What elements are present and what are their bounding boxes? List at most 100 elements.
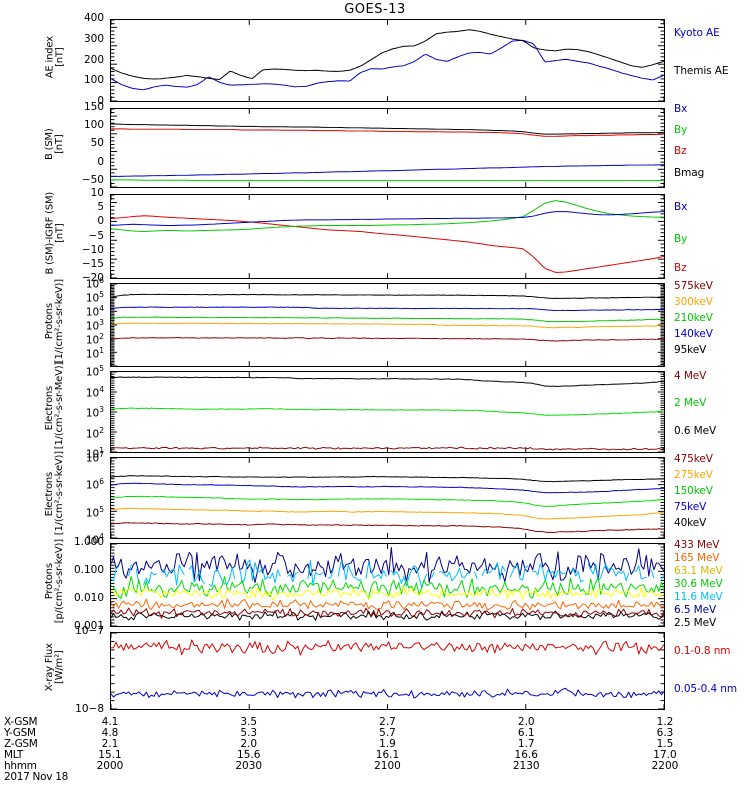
series-95kev <box>111 293 664 300</box>
legend-item-75kev: 75keV <box>674 501 707 513</box>
ytick-label: 102 <box>85 425 104 441</box>
legend-item-95kev: 95keV <box>674 344 707 356</box>
ytick-label: 101 <box>85 346 104 361</box>
ytick-label: 107 <box>85 450 104 465</box>
ytick-label: 106 <box>85 276 104 291</box>
ylabel-electrons-kev: Electrons [1/(cm²-s-sr-keV)] <box>43 451 65 536</box>
series-themis-ae <box>111 29 664 80</box>
ytick-label: 10−7 <box>75 625 104 637</box>
ytick-label: 10−8 <box>75 703 104 715</box>
ytick-label: 100 <box>83 74 104 87</box>
footer-value: 6.3 <box>656 727 674 739</box>
series-bx <box>111 211 664 226</box>
footer-value: 2.1 <box>101 738 119 750</box>
panel-xray-flux <box>110 632 665 710</box>
ytick-label: 0.010 <box>73 592 104 604</box>
ytick-label: −50 <box>81 173 104 186</box>
ytick-label: 104 <box>85 384 104 400</box>
series-575kev <box>111 337 664 342</box>
series-40kev <box>111 475 664 483</box>
ytick-label: 100 <box>83 119 104 132</box>
ytick-label: 300 <box>83 32 104 45</box>
footer-value: 5.7 <box>379 727 396 739</box>
series-210kev <box>111 316 664 323</box>
series-4-mev <box>111 446 664 451</box>
ytick-label: 101 <box>85 446 104 461</box>
ytick-label: −20 <box>81 272 104 284</box>
legend-item-165-mev: 165 MeV <box>674 552 720 564</box>
panel-b-sm-minus-igrf <box>110 194 665 279</box>
footer-label-y-gsm: Y-GSM <box>4 727 36 739</box>
panel-electrons-mev <box>110 371 665 453</box>
ytick-label: 5 <box>97 201 104 214</box>
series-0-1-0-8-nm <box>111 639 664 656</box>
footer-value: 17.0 <box>653 749 677 761</box>
legend-item-2-mev: 2 MeV <box>674 397 707 409</box>
ytick-label: 150 <box>83 101 104 113</box>
ytick-label: 104 <box>85 532 104 547</box>
series-0-05-0-4-nm <box>111 687 664 699</box>
series-bz <box>111 128 664 137</box>
ytick-label: 0.001 <box>73 620 104 632</box>
ytick-label: 0 <box>97 215 104 228</box>
legend-item-6-5-mev: 6.5 MeV <box>674 604 717 616</box>
ytick-label: 50 <box>90 137 104 150</box>
ylabel-xray-flux: X-ray Flux [W/m²] <box>43 643 65 692</box>
legend-item-210kev: 210keV <box>674 312 713 324</box>
legend-item-by: By <box>674 233 688 245</box>
ytick-label: 400 <box>83 12 104 24</box>
series-63-1-mev <box>111 586 664 601</box>
series-30-6-mev <box>111 575 664 600</box>
footer-value: 2100 <box>374 760 401 772</box>
ytick-label: 10 <box>90 187 104 199</box>
page-title: GOES-13 <box>344 2 406 17</box>
footer-value: 15.1 <box>98 749 122 761</box>
footer-value: 3.5 <box>240 716 258 728</box>
series-11-6-mev <box>111 559 664 588</box>
panel-b-sm <box>110 108 665 188</box>
footer-value: 6.1 <box>517 727 535 739</box>
ytick-label: 104 <box>85 304 104 319</box>
ytick-label: 106 <box>85 477 104 492</box>
legend-item-bx: Bx <box>674 201 688 213</box>
ytick-label: 105 <box>85 504 104 520</box>
footer-value: 16.6 <box>514 749 538 761</box>
legend-item-11-6-mev: 11.6 MeV <box>674 591 723 603</box>
series-275kev <box>111 507 664 520</box>
series-300kev <box>111 322 664 329</box>
footer-value: 2000 <box>96 760 124 772</box>
footer-label-x-gsm: X-GSM <box>4 716 38 728</box>
series-kyoto-ae <box>111 39 664 91</box>
series-bz <box>111 215 664 273</box>
series-6-5-mev <box>111 547 664 584</box>
plot-date: 2017 Nov 18 <box>4 771 68 783</box>
legend-item-0-6-mev: 0.6 MeV <box>674 425 717 437</box>
legend-item-by: By <box>674 124 688 136</box>
panel-electrons-kev <box>110 457 665 539</box>
footer-value: 15.6 <box>237 749 261 761</box>
legend-item-300kev: 300keV <box>674 296 713 308</box>
legend-item-475kev: 475keV <box>674 453 713 465</box>
series-0-6-mev <box>111 376 664 387</box>
legend-item-0-1-0-8-nm: 0.1-0.8 nm <box>674 645 731 657</box>
series-433-mev <box>111 607 664 619</box>
legend-item-bz: Bz <box>674 262 687 274</box>
legend-item-bmag: Bmag <box>674 167 705 179</box>
series-by <box>111 200 664 233</box>
series-75kev <box>111 482 664 494</box>
footer-value: 2200 <box>651 760 679 772</box>
footer-value: 2030 <box>235 760 263 772</box>
footer-value: 2.0 <box>517 716 535 728</box>
legend-item-575kev: 575keV <box>674 280 713 292</box>
legend-item-140kev: 140keV <box>674 328 713 340</box>
footer-label-mlt: MLT <box>4 749 23 761</box>
legend-item-4-mev: 4 MeV <box>674 370 707 382</box>
footer-value: 5.3 <box>240 727 258 739</box>
ytick-label: −10 <box>81 243 104 256</box>
ytick-label: 0.100 <box>73 564 104 576</box>
ylabel-protons-mev: Protons [p/(cm²-s-sr-keV)] <box>43 539 65 624</box>
ytick-label: 0 <box>97 155 104 168</box>
ytick-label: 102 <box>85 332 104 347</box>
footer-value: 1.2 <box>656 716 674 728</box>
footer-value: 1.7 <box>517 738 535 750</box>
